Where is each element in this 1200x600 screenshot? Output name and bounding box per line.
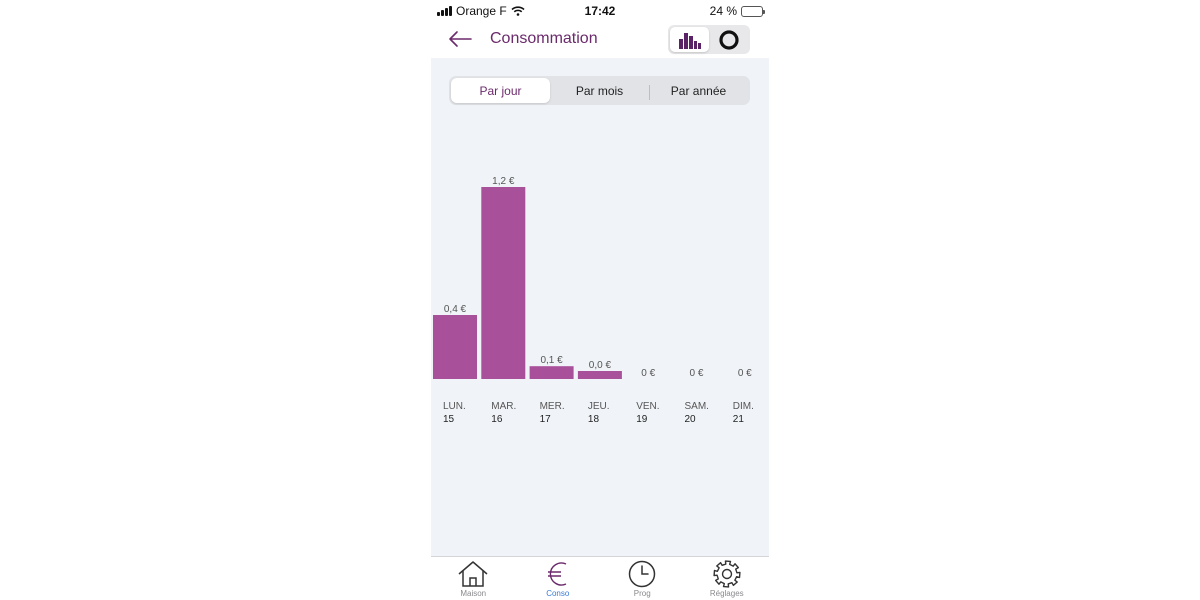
segment-par-jour[interactable]: Par jour	[451, 78, 550, 103]
day-label: JEU.	[588, 401, 610, 412]
chart-view-toggle	[668, 25, 750, 54]
ring-chart-icon	[718, 29, 739, 50]
value-label: 0,4 €	[444, 304, 467, 315]
bar-lun	[433, 315, 477, 379]
day-number: 21	[733, 414, 745, 425]
day-number: 18	[588, 414, 600, 425]
wifi-icon	[511, 6, 525, 16]
header: Consommation	[431, 22, 769, 58]
bar-jeu	[577, 371, 622, 379]
tab-label-prog: Prog	[633, 589, 651, 598]
house-icon	[458, 561, 488, 587]
status-left: Orange F	[437, 4, 525, 18]
daily-consumption-chart: 0,4 € LUN. 15 1,2 € MAR. 16 0,1 € MER. 17 0,0 € JE…	[433, 176, 754, 425]
day-number: 19	[636, 414, 648, 425]
tab-label-conso: Conso	[546, 589, 570, 598]
tab-conso[interactable]: Conso	[516, 557, 601, 600]
bar-mar	[481, 187, 526, 379]
tab-reglages[interactable]: Réglages	[685, 557, 770, 600]
euro-icon	[547, 562, 567, 586]
bottom-tab-bar: Maison Conso Prog Réglages	[431, 556, 769, 600]
period-segmented-control: Par jour Par mois Par année	[449, 76, 750, 105]
page-title: Consommation	[490, 30, 598, 47]
ring-chart-view-button[interactable]	[709, 27, 748, 52]
day-label: MER.	[540, 401, 565, 412]
tab-label-reglages: Réglages	[709, 589, 744, 598]
tab-prog[interactable]: Prog	[600, 557, 685, 600]
day-number: 17	[540, 414, 552, 425]
day-label: LUN.	[443, 401, 466, 412]
tab-label-maison: Maison	[460, 589, 487, 598]
status-time: 17:42	[584, 4, 616, 18]
value-label: 1,2 €	[492, 176, 515, 187]
status-bar: Orange F 17:42 24 %	[431, 0, 769, 22]
day-number: 16	[491, 414, 503, 425]
back-arrow-icon[interactable]	[447, 28, 473, 50]
tab-maison[interactable]: Maison	[431, 557, 516, 600]
day-label: SAM.	[685, 401, 709, 412]
clock-icon	[629, 560, 656, 588]
value-label: 0 €	[641, 368, 655, 379]
day-number: 20	[685, 414, 697, 425]
value-label: 0,0 €	[589, 360, 612, 371]
status-right: 24 %	[709, 4, 765, 18]
gear-icon	[713, 560, 741, 588]
carrier-name: Orange F	[456, 4, 507, 18]
bar-chart-icon	[678, 32, 701, 49]
segment-par-annee[interactable]: Par année	[649, 78, 748, 103]
value-label: 0,1 €	[540, 355, 563, 366]
day-number: 15	[443, 414, 455, 425]
segment-par-mois[interactable]: Par mois	[575, 83, 624, 98]
value-label: 0 €	[738, 368, 752, 379]
content-panel: Par jour Par mois Par année 0,4 € LUN. 15 1…	[431, 58, 769, 556]
day-label: MAR.	[491, 401, 516, 412]
battery-percent: 24 %	[709, 4, 737, 18]
bar-chart-view-button[interactable]	[670, 27, 709, 52]
value-label: 0 €	[690, 368, 704, 379]
battery-icon	[741, 5, 765, 17]
day-label: DIM.	[733, 401, 754, 412]
day-label: VEN.	[636, 401, 659, 412]
signal-icon	[437, 6, 452, 16]
phone-screen: Orange F 17:42 24 % Consommation	[431, 0, 769, 600]
bar-mer	[529, 366, 574, 379]
